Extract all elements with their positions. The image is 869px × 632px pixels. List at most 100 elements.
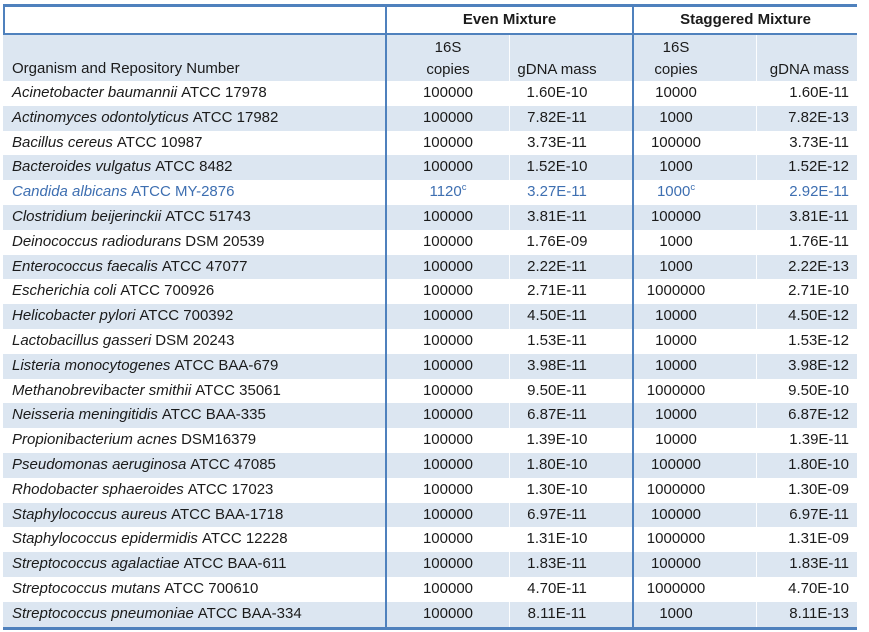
even-gdna-mass-cell: 6.87E-11 — [509, 403, 632, 429]
even-16s-copies-cell: 100000 — [385, 105, 509, 131]
even-gdna-mass-cell: 4.70E-11 — [509, 576, 632, 602]
table-row: Actinomyces odontolyticus ATCC 17982 1000… — [3, 105, 857, 131]
table-row: Bacillus cereus ATCC 10987 100000 3.73E-1… — [3, 130, 857, 156]
organism-cell: Streptococcus agalactiae ATCC BAA-611 — [3, 552, 385, 577]
even-16s-copies-cell: 100000 — [385, 527, 509, 553]
table-row: Propionibacterium acnes DSM16379 100000 1… — [3, 428, 857, 453]
staggered-gdna-mass-cell: 3.73E-11 — [756, 130, 857, 156]
organism-cell: Clostridium beijerinckii ATCC 51743 — [3, 205, 385, 230]
even-gdna-mass-cell: 1.31E-10 — [509, 527, 632, 553]
staggered-gdna-mass-header: gDNA mass — [756, 35, 857, 81]
staggered-16s-copies-cell: 1000000 — [632, 576, 756, 602]
even-gdna-mass-cell: 1.52E-10 — [509, 155, 632, 181]
table-row: Staphylococcus aureus ATCC BAA-1718 10000… — [3, 502, 857, 528]
staggered-16s-copies-cell: 1000000 — [632, 378, 756, 404]
organism-cell: Staphylococcus aureus ATCC BAA-1718 — [3, 503, 385, 528]
even-gdna-mass-cell: 1.39E-10 — [509, 428, 632, 453]
table-row: Enterococcus faecalis ATCC 47077 100000 2… — [3, 254, 857, 280]
table-row: Pseudomonas aeruginosa ATCC 47085 100000 … — [3, 452, 857, 478]
staggered-16s-copies-cell: 1000c — [632, 180, 756, 205]
table-row: Methanobrevibacter smithii ATCC 35061 100… — [3, 378, 857, 404]
even-gdna-mass-cell: 1.80E-10 — [509, 452, 632, 478]
repository-number: ATCC 51743 — [165, 207, 251, 225]
staggered-gdna-mass-cell: 2.92E-11 — [756, 180, 857, 205]
even-gdna-mass-cell: 8.11E-11 — [509, 601, 632, 627]
even-gdna-mass-cell: 1.60E-10 — [509, 81, 632, 106]
even-gdna-mass-cell: 4.50E-11 — [509, 304, 632, 329]
even-gdna-mass-cell: 7.82E-11 — [509, 105, 632, 131]
repository-number: ATCC BAA-1718 — [171, 505, 284, 523]
table-row: Acinetobacter baumannii ATCC 17978 100000… — [3, 81, 857, 106]
staggered-gdna-mass-cell: 1.30E-09 — [756, 477, 857, 503]
organism-cell: Neisseria meningitidis ATCC BAA-335 — [3, 403, 385, 428]
table-row: Listeria monocytogenes ATCC BAA-679 10000… — [3, 353, 857, 379]
even-16s-copies-cell: 100000 — [385, 452, 509, 478]
organism-cell: Actinomyces odontolyticus ATCC 17982 — [3, 106, 385, 131]
staggered-gdna-mass-cell: 1.31E-09 — [756, 527, 857, 553]
organism-name: Rhodobacter sphaeroides — [12, 480, 184, 498]
even-16s-copies-cell: 100000 — [385, 204, 509, 230]
staggered-16s-copies-cell: 100000 — [632, 452, 756, 478]
even-gdna-mass-cell: 2.22E-11 — [509, 254, 632, 280]
even-gdna-mass-cell: 1.76E-09 — [509, 229, 632, 255]
even-gdna-mass-header: gDNA mass — [509, 35, 632, 81]
organism-cell: Streptococcus mutans ATCC 700610 — [3, 577, 385, 602]
even-16s-copies-header: 16S copies — [385, 35, 509, 81]
even-gdna-label: gDNA mass — [517, 61, 597, 78]
even-gdna-mass-cell: 3.81E-11 — [509, 204, 632, 230]
repository-number: ATCC MY-2876 — [131, 183, 235, 201]
staggered-16s-copies-header: 16S copies — [632, 35, 756, 81]
organism-cell: Escherichia coli ATCC 700926 — [3, 279, 385, 304]
organism-cell: Enterococcus faecalis ATCC 47077 — [3, 255, 385, 280]
repository-number: ATCC 17978 — [181, 84, 267, 101]
staggered-16s-copies-cell: 100000 — [632, 552, 756, 577]
organism-cell: Bacteroides vulgatus ATCC 8482 — [3, 155, 385, 180]
table-row: Streptococcus agalactiae ATCC BAA-611 100… — [3, 552, 857, 577]
organism-name: Listeria monocytogenes — [12, 356, 171, 374]
staggered-16s-label: 16S — [662, 39, 690, 56]
even-gdna-mass-cell: 2.71E-11 — [509, 279, 632, 305]
group-header-row: Even Mixture Staggered Mixture — [3, 4, 857, 35]
even-copies-label: copies — [426, 61, 470, 78]
organism-name: Methanobrevibacter smithii — [12, 381, 192, 399]
repository-number: ATCC 700392 — [139, 307, 234, 325]
repository-number: DSM 20539 — [185, 232, 265, 250]
organism-name: Streptococcus pneumoniae — [12, 604, 194, 622]
organism-column-header-label: Organism and Repository Number — [12, 60, 240, 77]
staggered-16s-copies-cell: 1000000 — [632, 279, 756, 305]
organism-cell: Deinococcus radiodurans DSM 20539 — [3, 230, 385, 255]
staggered-16s-copies-cell: 1000 — [632, 254, 756, 280]
even-16s-copies-cell: 100000 — [385, 576, 509, 602]
organism-name: Streptococcus agalactiae — [12, 555, 180, 573]
staggered-16s-copies-cell: 1000 — [632, 601, 756, 627]
organism-name: Propionibacterium acnes — [12, 431, 178, 449]
even-16s-copies-cell: 100000 — [385, 254, 509, 280]
staggered-gdna-mass-cell: 1.83E-11 — [756, 552, 857, 577]
staggered-gdna-mass-cell: 1.53E-12 — [756, 328, 857, 354]
staggered-gdna-mass-cell: 3.81E-11 — [756, 204, 857, 230]
repository-number: ATCC 10987 — [116, 133, 203, 151]
staggered-16s-copies-cell: 10000 — [632, 353, 756, 379]
staggered-copies-label: copies — [654, 61, 698, 78]
table-body: Acinetobacter baumannii ATCC 17978 100000… — [3, 81, 857, 627]
table-row: Clostridium beijerinckii ATCC 51743 10000… — [3, 204, 857, 230]
organism-cell: Pseudomonas aeruginosa ATCC 47085 — [3, 453, 385, 478]
even-16s-copies-cell: 100000 — [385, 130, 509, 156]
even-gdna-mass-cell: 3.27E-11 — [509, 180, 632, 205]
table-row: Candida albicans ATCC MY-2876 1120c 3.27E… — [3, 180, 857, 205]
staggered-gdna-mass-cell: 1.52E-12 — [756, 155, 857, 181]
table-bottom-border — [3, 626, 857, 630]
table-row: Deinococcus radiodurans DSM 20539 100000 … — [3, 229, 857, 255]
organism-name: Staphylococcus epidermidis — [12, 530, 198, 548]
staggered-16s-copies-cell: 1000 — [632, 229, 756, 255]
organism-cell: Candida albicans ATCC MY-2876 — [3, 180, 385, 205]
staggered-gdna-mass-cell: 6.97E-11 — [756, 502, 857, 528]
organism-name: Pseudomonas aeruginosa — [12, 455, 187, 473]
even-16s-label: 16S — [434, 39, 462, 56]
repository-number: DSM16379 — [181, 431, 257, 449]
staggered-gdna-mass-cell: 3.98E-12 — [756, 353, 857, 379]
repository-number: ATCC 47085 — [190, 455, 276, 473]
repository-number: DSM 20243 — [155, 331, 235, 349]
even-gdna-mass-cell: 3.98E-11 — [509, 353, 632, 379]
organism-cell: Listeria monocytogenes ATCC BAA-679 — [3, 354, 385, 379]
